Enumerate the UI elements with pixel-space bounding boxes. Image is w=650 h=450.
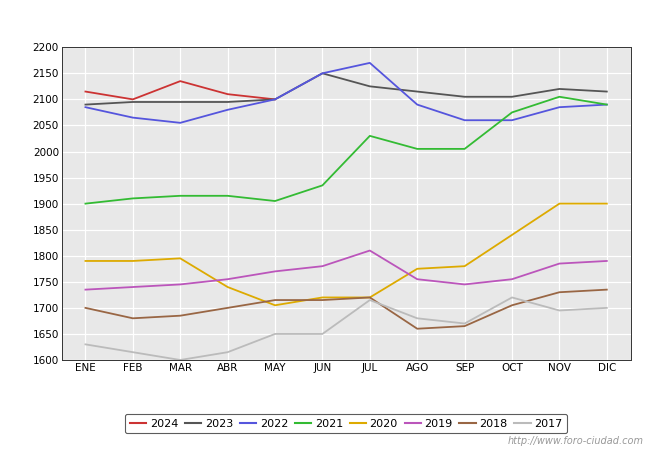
Text: Afiliados en Vilablareix a 31/5/2024: Afiliados en Vilablareix a 31/5/2024 xyxy=(178,12,472,31)
Legend: 2024, 2023, 2022, 2021, 2020, 2019, 2018, 2017: 2024, 2023, 2022, 2021, 2020, 2019, 2018… xyxy=(125,414,567,433)
Text: http://www.foro-ciudad.com: http://www.foro-ciudad.com xyxy=(508,436,644,446)
